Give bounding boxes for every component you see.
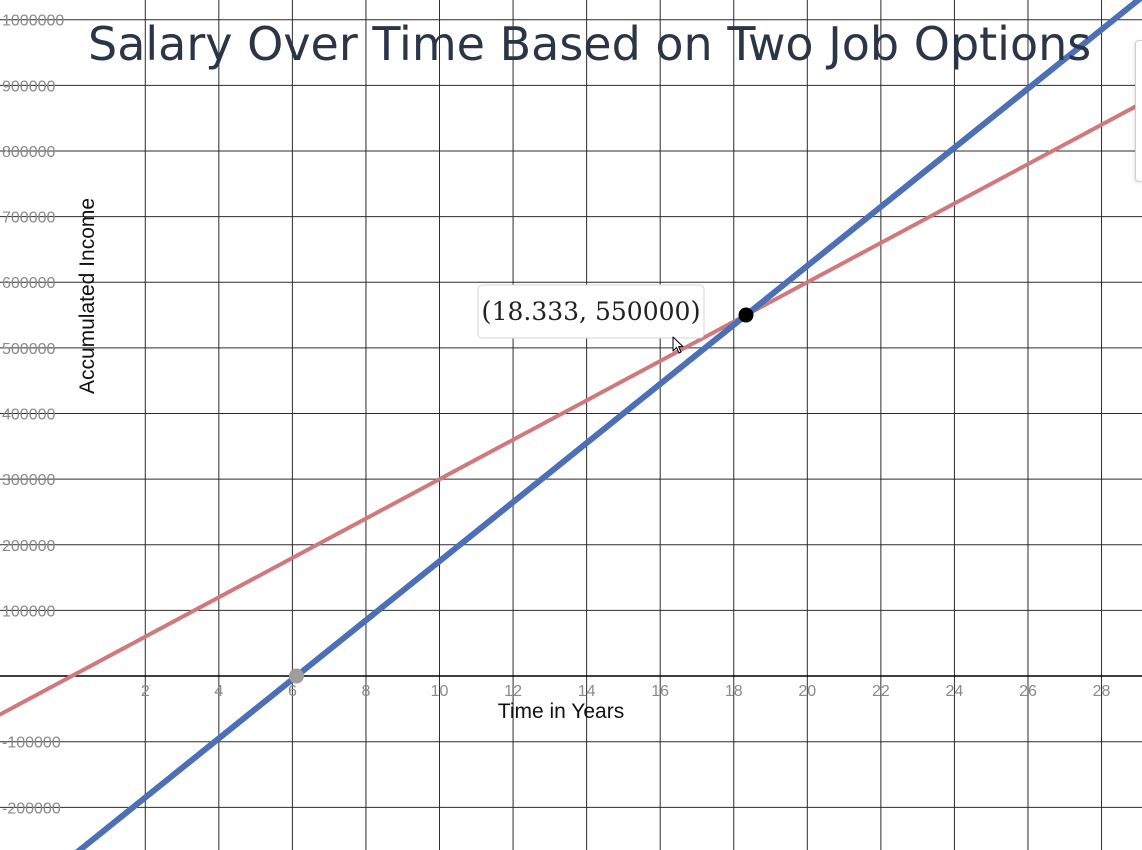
tooltip-label: (18.333, 550000) [481, 297, 700, 327]
y-tick-label: 300000 [2, 472, 55, 489]
x-tick-label: 16 [651, 683, 669, 700]
tooltip-close-paren: ) [690, 297, 700, 327]
y-tick-label: 400000 [2, 407, 55, 424]
tooltip-x-value: 18.333 [492, 297, 579, 326]
tooltip-comma: , [579, 297, 587, 326]
x-tick-label: 2 [141, 683, 150, 700]
y-tick-label: 700000 [2, 210, 55, 227]
y-tick-label: -100000 [2, 735, 61, 752]
x-axis-label: Time in Years [498, 700, 624, 723]
x-tick-label: 14 [578, 683, 596, 700]
y-tick-label: 1000000 [2, 13, 64, 30]
y-tick-label: 500000 [2, 341, 55, 358]
x-tick-label: 18 [725, 683, 743, 700]
tooltip-y-value: 550000 [595, 297, 690, 326]
x-tick-label: 20 [798, 683, 816, 700]
x-tick-label: 22 [872, 683, 890, 700]
x-tick-label: 4 [214, 683, 223, 700]
side-panel-edge[interactable] [1135, 40, 1142, 182]
point-intersection[interactable] [738, 307, 754, 323]
y-tick-label: 900000 [2, 78, 55, 95]
intersection-tooltip: (18.333, 550000) [477, 284, 705, 339]
x-tick-label: 10 [431, 683, 449, 700]
y-tick-label: 100000 [2, 603, 55, 620]
data-points[interactable] [288, 307, 754, 684]
y-tick-label: -200000 [2, 800, 61, 817]
x-tick-label: 12 [504, 683, 522, 700]
x-tick-label: 24 [946, 683, 964, 700]
x-tick-label: 6 [288, 683, 297, 700]
y-tick-label: 600000 [2, 275, 55, 292]
tooltip-open-paren: ( [481, 297, 491, 327]
x-tick-label: 8 [362, 683, 371, 700]
x-tick-label: 26 [1019, 683, 1037, 700]
y-axis-label: Accumulated Income [76, 198, 99, 394]
chart-title: Salary Over Time Based on Two Job Option… [88, 17, 1091, 71]
x-tick-label: 28 [1093, 683, 1111, 700]
y-tick-label: 200000 [2, 538, 55, 555]
y-tick-label: 800000 [2, 144, 55, 161]
series-line-job-a[interactable] [0, 101, 1142, 717]
mouse-cursor-icon [672, 336, 684, 354]
point-x-intercept[interactable] [288, 668, 304, 684]
tooltip-box [477, 284, 705, 339]
tick-labels: 2 4 6 8 10 12 14 16 18 20 22 24 26 28-200000-10000010… [2, 13, 1111, 818]
